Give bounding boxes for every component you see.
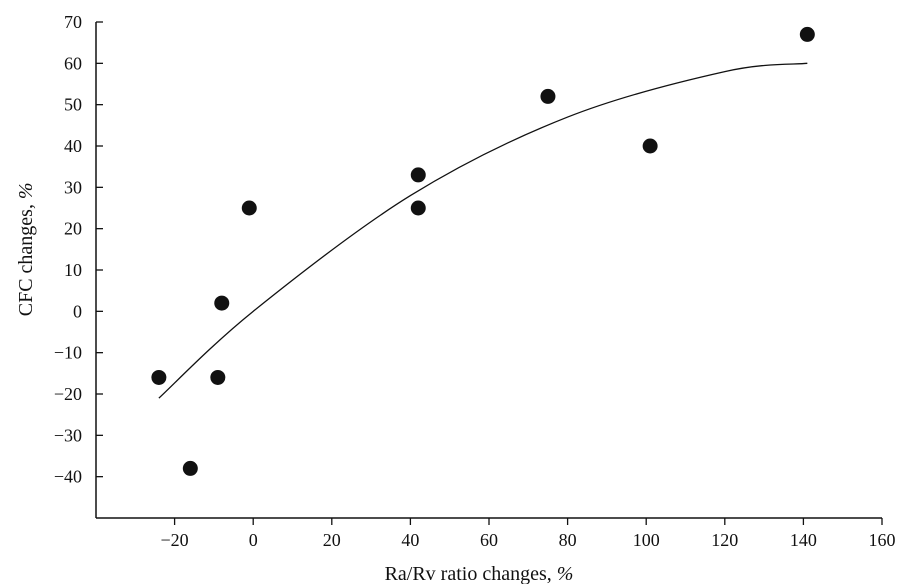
x-tick-label: 80: [559, 530, 577, 550]
y-tick-label: −30: [54, 425, 82, 445]
x-tick-label: 100: [633, 530, 660, 550]
y-tick-label: 40: [64, 136, 82, 156]
x-tick-label: 120: [711, 530, 738, 550]
data-point: [182, 460, 198, 476]
x-tick-label: 0: [249, 530, 258, 550]
y-tick-label: −40: [54, 467, 82, 487]
x-ticks: −20 0 20 40 60 80 100 120 140 160: [161, 518, 896, 550]
data-point: [210, 369, 226, 385]
x-axis-title: Ra/Rv ratio changes, %: [385, 563, 574, 584]
data-point: [151, 369, 167, 385]
trendline: [158, 62, 808, 399]
data-point: [642, 138, 658, 154]
x-tick-label: 140: [790, 530, 817, 550]
y-tick-label: 10: [64, 260, 82, 280]
y-tick-label: −20: [54, 384, 82, 404]
data-points: [151, 26, 815, 476]
y-tick-label: 70: [64, 12, 82, 32]
x-tick-label: 20: [323, 530, 341, 550]
y-tick-label: 20: [64, 219, 82, 239]
y-axis-title: CFC changes, %: [15, 182, 37, 316]
y-ticks: 70 60 50 40 30 20 10 0 −10 −20 −30 −40: [54, 12, 103, 487]
y-tick-label: 50: [64, 95, 82, 115]
y-tick-label: 0: [73, 301, 82, 321]
x-tick-label: 40: [401, 530, 419, 550]
data-point: [540, 88, 556, 104]
y-tick-label: 60: [64, 53, 82, 73]
y-tick-label: 30: [64, 177, 82, 197]
data-point: [214, 295, 230, 311]
data-point: [799, 26, 815, 42]
x-tick-label: 60: [480, 530, 498, 550]
data-point: [241, 200, 257, 216]
x-tick-label: 160: [869, 530, 896, 550]
axes: [95, 22, 882, 519]
data-point: [410, 200, 426, 216]
data-point: [410, 167, 426, 183]
y-tick-label: −10: [54, 343, 82, 363]
x-tick-label: −20: [161, 530, 189, 550]
